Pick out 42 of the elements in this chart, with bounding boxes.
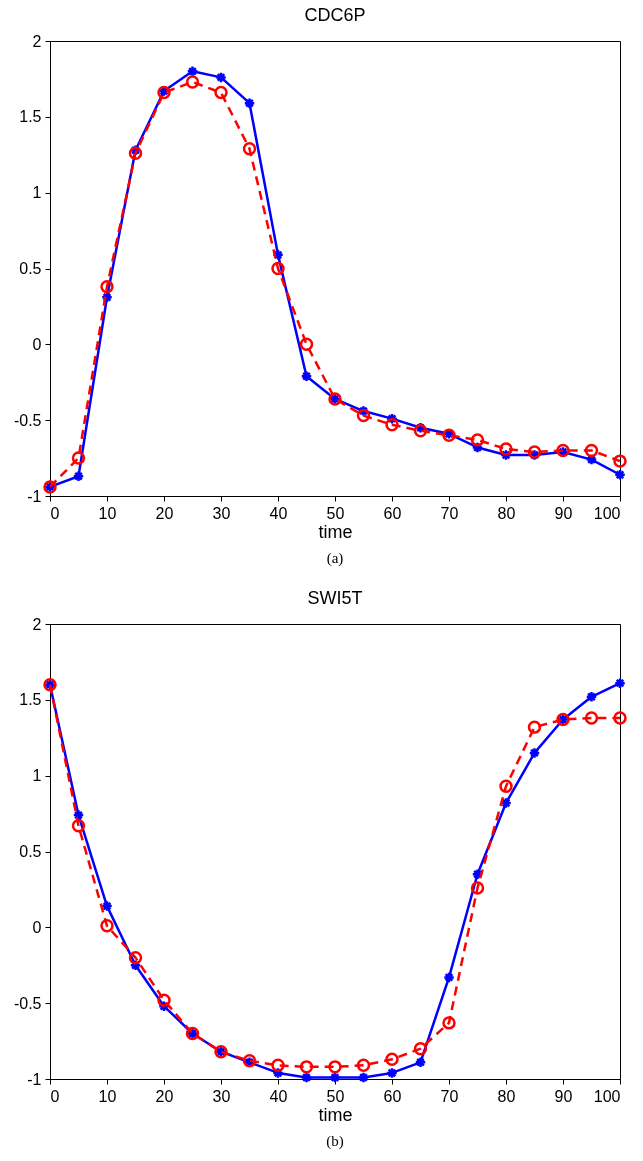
x-tick-label: 20	[155, 504, 174, 522]
x-tick-label: 30	[212, 504, 231, 522]
x-tick-label: 100	[593, 1087, 621, 1105]
x-tick-label: 40	[269, 1087, 288, 1105]
y-tick-label: 0.5	[19, 260, 42, 277]
x-tick-label: 10	[98, 504, 117, 522]
y-tick-label: -1	[27, 487, 42, 505]
y-tick-label: 0.5	[19, 843, 42, 860]
y-tick-label: 1	[32, 767, 42, 785]
x-tick-label: 90	[554, 1087, 573, 1105]
y-tick-label: 0	[32, 335, 42, 353]
x-tick-label: 0	[50, 504, 60, 522]
x-tick-label: 40	[269, 504, 288, 522]
text: (b)	[326, 1133, 344, 1150]
x-tick-label: 70	[440, 504, 459, 522]
x-axis-title: time	[318, 1104, 353, 1125]
y-tick-label: 1.5	[19, 108, 42, 126]
x-tick-label: 80	[497, 1087, 516, 1105]
x-tick-label: 100	[593, 504, 621, 522]
y-tick-label: 1	[32, 184, 42, 202]
y-tick-label: -0.5	[13, 994, 42, 1012]
x-tick-label: 10	[98, 1087, 117, 1105]
x-tick-label: 50	[326, 1087, 345, 1105]
y-tick-label: -1	[27, 1070, 42, 1088]
chart-title: CDC6P	[304, 5, 366, 25]
x-tick-label: 90	[554, 504, 573, 522]
x-tick-label: 30	[212, 1087, 231, 1105]
x-tick-label: 70	[440, 1087, 459, 1105]
x-axis-title: time	[318, 521, 353, 542]
x-tick-label: 80	[497, 504, 516, 522]
x-tick-label: 0	[50, 1087, 60, 1105]
y-tick-label: -0.5	[13, 411, 42, 429]
x-tick-label: 50	[326, 504, 345, 522]
chart-title: SWI5T	[307, 588, 363, 608]
text: (a)	[326, 550, 344, 567]
y-tick-label: 1.5	[19, 691, 42, 709]
y-tick-label: 2	[32, 615, 42, 633]
x-tick-label: 60	[383, 504, 402, 522]
y-tick-label: 0	[32, 918, 42, 936]
y-tick-label: 2	[32, 32, 42, 50]
x-tick-label: 60	[383, 1087, 402, 1105]
x-tick-label: 20	[155, 1087, 174, 1105]
